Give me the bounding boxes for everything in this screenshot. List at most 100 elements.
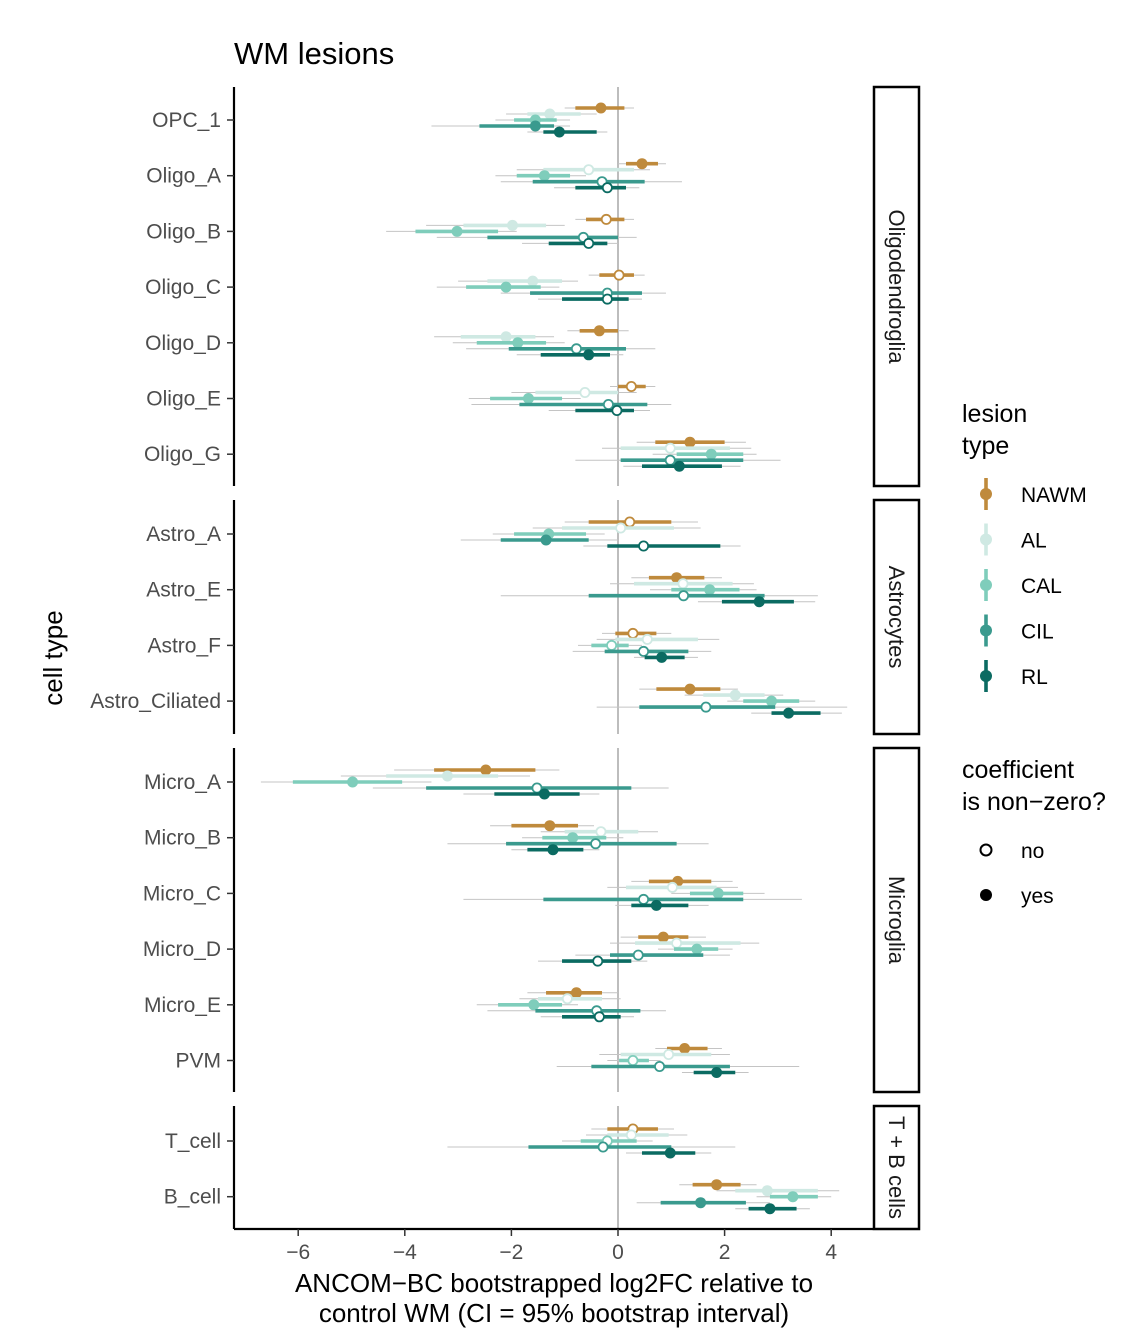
x-tick-label: −2 [499,1241,523,1264]
point-estimate-nonzero [656,651,668,663]
point-estimate-nonzero [347,776,359,788]
x-axis-title-line1: ANCOM−BC bootstrapped log2FC relative to [295,1268,813,1298]
point-estimate-nonzero [636,158,648,170]
point-estimate-zero [601,293,613,305]
legend-coef-yes-label: yes [1021,885,1054,908]
point-estimate-nonzero [480,764,492,776]
point-estimate-nonzero [705,448,717,460]
point-estimate-zero [627,1055,639,1067]
y-tick-label: Micro_C [143,882,221,905]
point-estimate-zero [625,1129,637,1141]
point-estimate-nonzero [684,436,696,448]
point-estimate-nonzero [691,943,703,955]
y-tick-label: Oligo_G [144,443,221,466]
point-estimate-zero [579,386,591,398]
legend-coef-no-label: no [1021,840,1044,863]
point-estimate-zero [678,590,690,602]
point-estimate-nonzero [528,999,540,1011]
x-axis-title-line2: control WM (CI = 95% bootstrap interval) [319,1298,789,1328]
point-estimate-zero [641,633,653,645]
point-estimate-nonzero [544,108,556,120]
point-estimate-nonzero [673,460,685,472]
point-estimate-nonzero [766,695,778,707]
x-tick-label: 0 [612,1241,624,1264]
point-estimate-nonzero [593,325,605,337]
y-tick-label: Oligo_B [146,220,221,243]
point-estimate-nonzero [711,1179,723,1191]
point-estimate-nonzero [547,844,559,856]
facet-strip [872,498,921,736]
point-estimate-nonzero [538,170,550,182]
point-estimate-zero [677,578,689,590]
point-estimate-zero [606,639,618,651]
facet-strip [872,85,921,488]
plot-layer: OPC_1 Oligo_A Oligo_B Oligo_C Oligo_D Oligo_E… [90,85,921,1264]
legend-lesion-label: CAL [1021,575,1062,598]
x-tick-label: 2 [719,1241,731,1264]
point-estimate-zero [583,237,595,249]
point-estimate-zero [624,516,636,528]
facet-strip-label: Astrocytes [884,566,909,669]
y-axis-title: cell type [38,610,68,705]
point-estimate-zero [666,881,678,893]
point-estimate-nonzero [512,337,524,349]
point-estimate-nonzero [570,987,582,999]
point-estimate-zero [632,949,644,961]
point-estimate-nonzero [761,1185,773,1197]
y-tick-label: Oligo_A [146,165,221,188]
y-tick-label: Micro_D [143,938,221,961]
point-estimate-zero [601,182,613,194]
point-estimate-zero [600,213,612,225]
point-estimate-zero [595,826,607,838]
point-estimate-nonzero [527,275,539,287]
point-estimate-nonzero [712,887,724,899]
point-estimate-zero [664,454,676,466]
point-estimate-nonzero [540,534,552,546]
point-estimate-nonzero [783,707,795,719]
legend-coef-no-symbol [979,843,993,857]
legend-coef-title-line1: coefficient [962,756,1074,784]
facet-strip-label: T + B cells [884,1116,909,1219]
point-estimate-zero [611,404,623,416]
point-estimate-nonzero [595,102,607,114]
point-estimate-zero [654,1061,666,1073]
y-tick-label: Astro_F [147,634,221,657]
legend-key-point [980,533,992,546]
y-tick-label: B_cell [164,1186,221,1209]
point-estimate-zero [592,955,604,967]
point-estimate-nonzero [441,770,453,782]
point-estimate-zero [663,1049,675,1061]
point-estimate-nonzero [500,331,512,343]
point-estimate-nonzero [711,1067,723,1078]
point-estimate-zero [570,343,582,355]
point-estimate-zero [561,993,573,1005]
point-estimate-zero [638,645,650,657]
point-estimate-nonzero [764,1203,776,1215]
point-estimate-nonzero [664,1147,676,1159]
x-tick-label: −6 [286,1241,310,1264]
point-estimate-zero [625,380,637,392]
y-tick-label: Oligo_D [145,332,221,355]
legend-coef-title-line2: is non−zero? [962,788,1106,816]
legend-key-point [980,579,992,591]
y-tick-label: Astro_A [146,523,221,546]
y-tick-label: Oligo_C [145,276,221,299]
point-estimate-nonzero [500,281,512,293]
point-estimate-zero [583,164,595,176]
point-estimate-nonzero [583,349,595,361]
y-tick-label: Micro_B [144,827,221,850]
point-estimate-nonzero [538,788,550,800]
facet-strip-label: Oligodendroglia [884,209,909,364]
x-tick-label: 4 [825,1241,837,1264]
y-tick-label: PVM [175,1050,221,1073]
point-estimate-zero [638,540,650,552]
point-estimate-zero [615,522,627,534]
point-estimate-nonzero [529,120,541,132]
legend-key-point [980,670,992,682]
legend-lesion-label: CIL [1021,621,1054,644]
legend-key-point [980,488,992,500]
y-tick-label: Astro_Ciliated [90,690,221,713]
facet-strip [872,1104,921,1231]
point-estimate-zero [613,269,625,281]
point-estimate-zero [593,1011,605,1023]
